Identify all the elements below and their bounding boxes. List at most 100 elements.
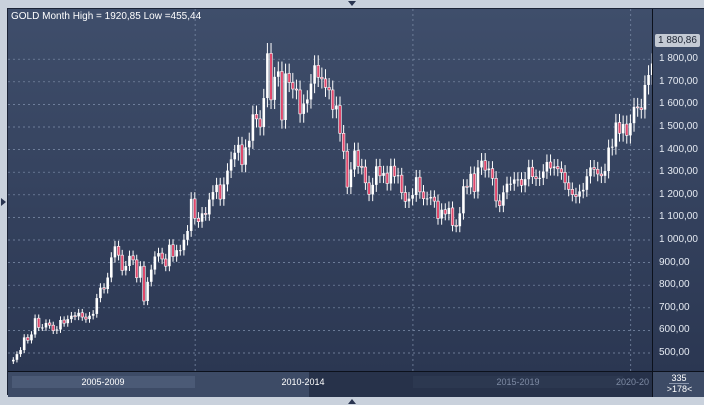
candle-body [182, 239, 186, 251]
candle-body [440, 209, 443, 219]
candle-body [62, 319, 66, 324]
candle-body [302, 103, 305, 114]
candle-body [385, 172, 389, 184]
candle-body [462, 186, 465, 214]
y-tick-label: 1 400,00 [659, 143, 698, 155]
candlestick-chart[interactable] [8, 9, 652, 371]
candle-body [400, 174, 404, 193]
bar-count: 335 >178< [652, 371, 704, 397]
period-navigator[interactable]: 2005-2009 2010-2014 2015-2019 2020-20 [8, 371, 652, 397]
candle-body [563, 172, 567, 184]
candle-body [99, 287, 102, 299]
candle-body [247, 140, 251, 148]
candle-body [80, 312, 84, 318]
y-tick-label: 1 800,00 [659, 53, 698, 65]
candle-body [621, 124, 625, 134]
candle-body [548, 161, 553, 169]
candle-body [480, 160, 483, 168]
candle-body [142, 265, 146, 302]
candle-body [287, 73, 291, 83]
candle-body [338, 105, 342, 134]
candle-body [367, 182, 371, 195]
candle-body [55, 329, 59, 331]
candle-body [636, 106, 640, 109]
candle-body [41, 327, 44, 329]
candle-body [37, 317, 41, 328]
candle-body [47, 322, 52, 326]
period-2015-2019[interactable]: 2015-2019 [496, 377, 540, 387]
candle-body [226, 170, 229, 185]
candle-body [313, 65, 316, 84]
candle-body [208, 199, 211, 215]
candle-body [157, 253, 160, 257]
candle-body [483, 160, 487, 171]
scroll-up-arrow-icon[interactable] [348, 1, 356, 6]
candle-body [581, 189, 585, 192]
candle-body [465, 185, 469, 188]
visible-bars: >178< [666, 384, 693, 394]
candle-body [335, 105, 338, 110]
candle-body [396, 175, 400, 177]
candle-body [639, 107, 643, 110]
candle-body [472, 173, 476, 192]
candle-body [95, 298, 99, 314]
candle-body [294, 88, 299, 91]
candle-body [266, 53, 269, 99]
candle-body [171, 244, 175, 257]
candle-body [33, 318, 37, 335]
candle-body [139, 266, 142, 278]
candle-body [447, 207, 451, 215]
candle-body [378, 166, 382, 177]
y-tick-label: 900,00 [659, 256, 690, 268]
total-bars: 335 [669, 373, 689, 384]
period-2020[interactable]: 2020-20 [616, 377, 650, 387]
candle-body [523, 179, 527, 186]
candle-body [353, 150, 356, 170]
candle-body [578, 191, 581, 197]
candle-body [120, 254, 124, 271]
chart-window: GOLD Month High = 1920,85 Low =455,44 50… [7, 8, 704, 397]
candle-body [110, 257, 113, 278]
candle-body [421, 191, 426, 199]
candle-body [342, 133, 346, 152]
candle-body [196, 218, 201, 222]
candle-body [371, 184, 374, 195]
scroll-down-arrow-icon[interactable] [348, 399, 356, 404]
candle-body [603, 171, 607, 176]
candle-body [643, 84, 647, 110]
candle-body [450, 207, 455, 226]
candle-body [168, 244, 171, 267]
y-tick-label: 800,00 [659, 279, 690, 291]
candle-body [316, 65, 320, 78]
candle-body [30, 334, 33, 341]
candle-body [331, 89, 335, 110]
candle-body [519, 179, 524, 186]
candle-body [200, 213, 204, 222]
candle-body [269, 53, 273, 101]
candle-body [407, 198, 411, 202]
candle-body [487, 168, 491, 171]
period-2005-2009[interactable]: 2005-2009 [81, 377, 125, 387]
candle-body [414, 177, 418, 196]
candle-body [244, 147, 247, 165]
candle-body [12, 359, 15, 362]
candle-body [116, 246, 121, 256]
candle-body [570, 189, 574, 195]
candle-body [327, 87, 331, 91]
candle-body [610, 146, 614, 148]
collapse-left-arrow-icon[interactable] [1, 198, 6, 206]
y-tick-label: 600,00 [659, 324, 690, 336]
candle-body [22, 337, 26, 351]
candle-body [375, 166, 378, 185]
plot-area[interactable]: GOLD Month High = 1920,85 Low =455,44 [8, 9, 652, 371]
candle-body [363, 166, 368, 184]
candle-body [237, 144, 240, 153]
price-axis[interactable]: 500,00 600,00 700,00 800,00 900,00 1 000,00 1 … [652, 9, 704, 371]
candle-body [211, 192, 215, 200]
candle-body [592, 167, 596, 170]
candle-body [309, 83, 313, 100]
period-2010-2014[interactable]: 2010-2014 [281, 377, 325, 387]
candle-body [106, 277, 109, 290]
candle-body [589, 167, 592, 177]
candle-body [77, 312, 80, 317]
